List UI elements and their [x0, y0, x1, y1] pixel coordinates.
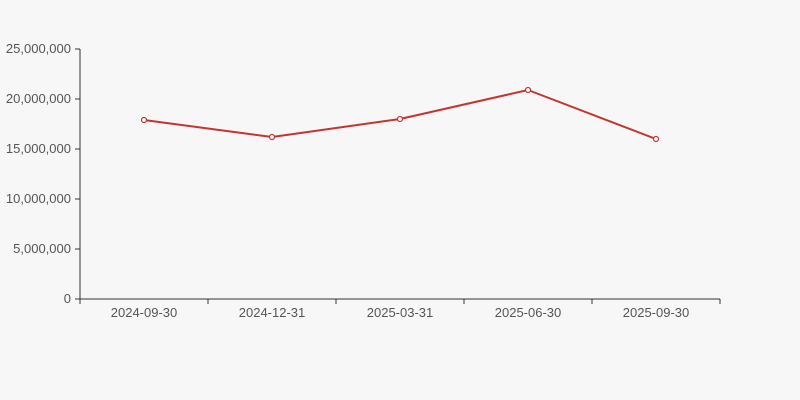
series-line — [143, 89, 657, 140]
x-axis-tick-label: 2024-09-30 — [111, 305, 178, 320]
x-axis-tick-label: 2024-12-31 — [239, 305, 306, 320]
y-axis-tick-label: 10,000,000 — [6, 191, 71, 206]
data-point-marker[interactable] — [140, 116, 148, 124]
data-point-marker[interactable] — [396, 115, 404, 123]
data-point-marker[interactable] — [652, 135, 660, 143]
y-axis-tick-label: 5,000,000 — [13, 241, 71, 256]
y-axis-tick-label: 25,000,000 — [6, 41, 71, 56]
data-point-marker[interactable] — [268, 133, 276, 141]
x-axis-tick-label: 2025-06-30 — [495, 305, 562, 320]
x-axis-tick-label: 2025-09-30 — [623, 305, 690, 320]
x-axis-tick-label: 2025-03-31 — [367, 305, 434, 320]
data-point-marker[interactable] — [524, 86, 532, 94]
y-axis-tick-label: 20,000,000 — [6, 91, 71, 106]
y-axis-tick-label: 0 — [64, 291, 71, 306]
y-axis-tick-label: 15,000,000 — [6, 141, 71, 156]
